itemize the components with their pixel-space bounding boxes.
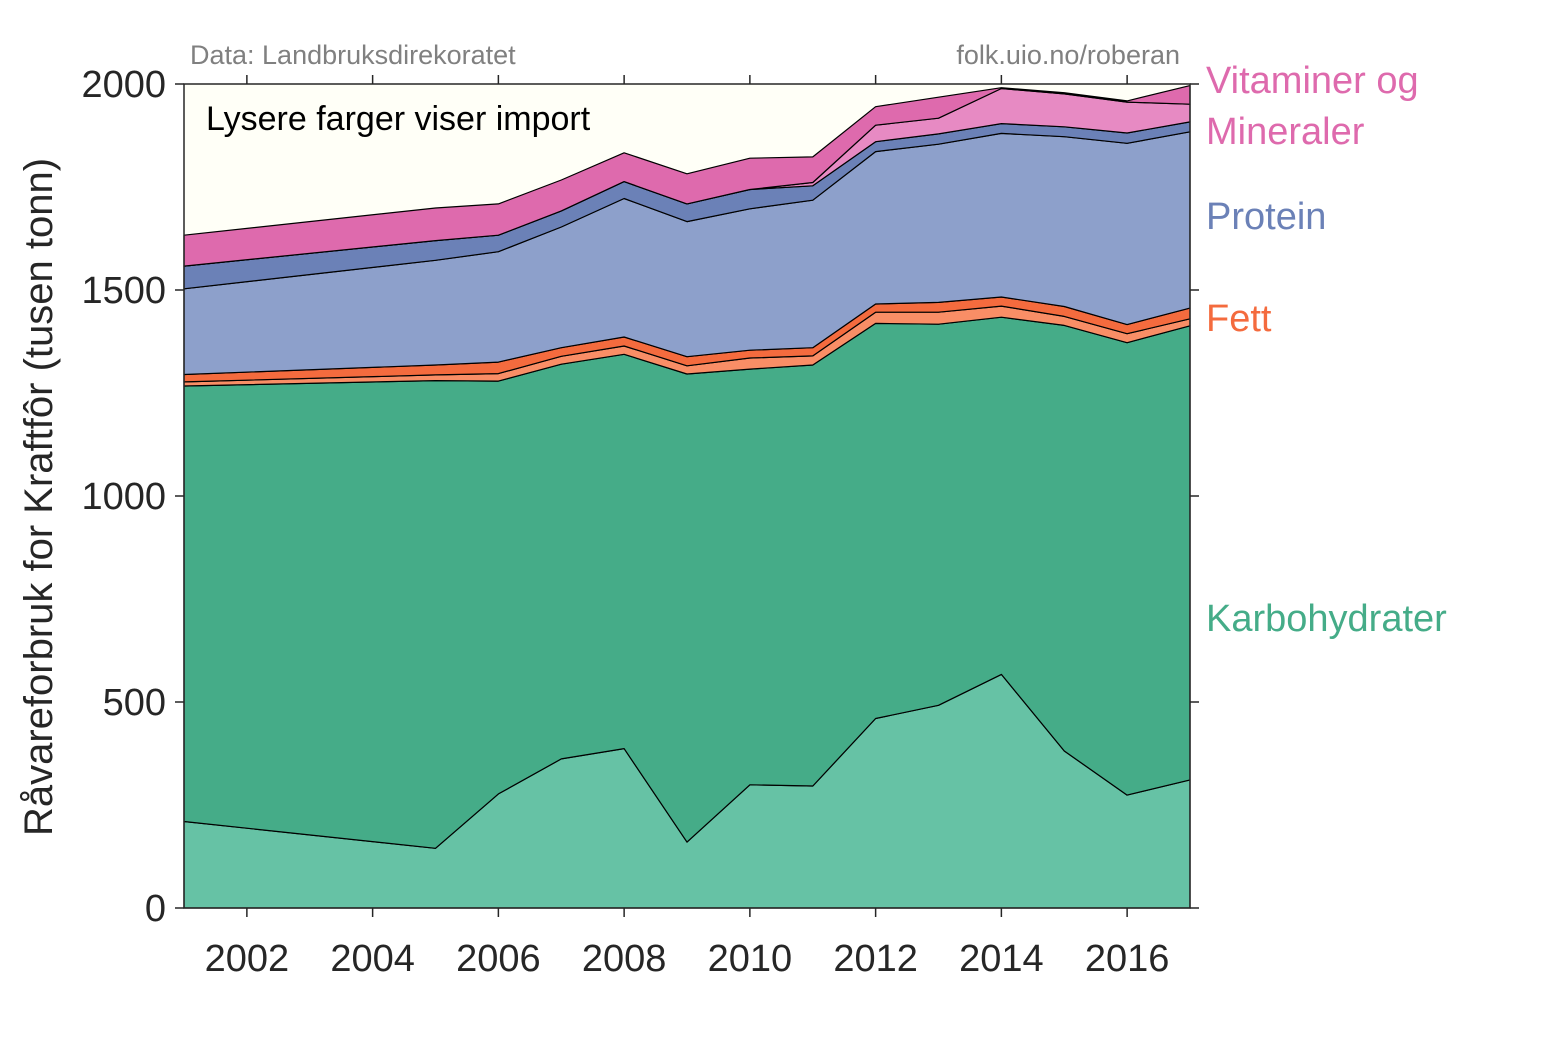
x-tick-label: 2010 (708, 938, 793, 980)
legend-label: Vitaminer og (1206, 60, 1419, 102)
source-left: Data: Landbruksdirekoratet (190, 40, 516, 70)
x-tick-label: 2006 (456, 938, 541, 980)
x-tick-label: 2002 (205, 938, 290, 980)
legend-label-line2: Mineraler (1206, 111, 1365, 153)
legend-label: Karbohydrater (1206, 598, 1447, 640)
import-note: Lysere farger viser import (206, 100, 591, 138)
y-tick-label: 500 (103, 682, 166, 724)
y-tick-label: 2000 (81, 64, 166, 106)
x-tick-label: 2014 (959, 938, 1044, 980)
y-axis-title: Råvareforbruk for Kraftfôr (tusen tonn) (17, 158, 61, 836)
legend-label: Fett (1206, 298, 1272, 340)
axis-ticks: 0 500 1000 1500 2000 2002 2004 2006 2008 2010 2012… (81, 64, 1199, 980)
y-tick-label: 1000 (81, 476, 166, 518)
source-right: folk.uio.no/roberan (956, 40, 1180, 70)
x-tick-label: 2012 (833, 938, 918, 980)
y-tick-label: 1500 (81, 270, 166, 312)
x-tick-label: 2004 (330, 938, 415, 980)
legend: Vitaminer og Mineraler Protein Fett Karbohyd… (1206, 60, 1447, 640)
x-tick-label: 2016 (1085, 938, 1170, 980)
area-layers (183, 85, 1191, 909)
legend-label: Protein (1206, 196, 1326, 238)
y-tick-label: 0 (145, 888, 166, 930)
x-tick-label: 2008 (582, 938, 667, 980)
